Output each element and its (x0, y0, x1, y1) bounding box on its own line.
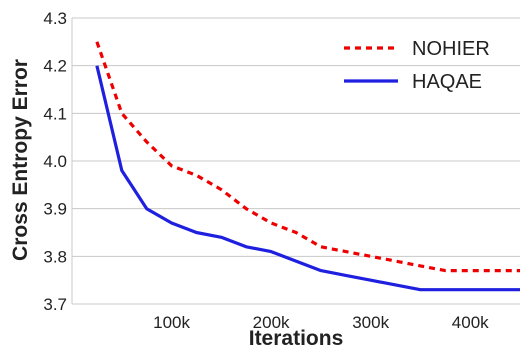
y-tick-label: 3.8 (43, 247, 67, 266)
y-axis-label: Cross Entropy Error (9, 59, 32, 261)
axes: 3.7 3.8 3.9 4.0 4.1 4.2 4.3 100k 200k 300k 400k (43, 9, 489, 332)
legend-label-haqae: HAQAE (412, 71, 482, 93)
y-tick-label: 4.0 (43, 152, 67, 171)
y-tick-label: 3.7 (43, 295, 67, 314)
x-tick-label: 400k (452, 313, 489, 332)
x-tick-label: 100k (153, 313, 190, 332)
series-lines (95, 41, 520, 292)
y-tick-label: 4.3 (43, 9, 67, 28)
y-tick-label: 4.1 (43, 104, 67, 123)
legend-label-nohier: NOHIER (412, 38, 490, 60)
series-line-haqae (95, 65, 520, 292)
legend: NOHIER HAQAE (344, 38, 490, 93)
x-tick-label: 300k (352, 313, 389, 332)
y-tick-label: 4.2 (43, 57, 67, 76)
y-tick-label: 3.9 (43, 200, 67, 219)
x-axis-label: Iterations (249, 327, 344, 350)
x-tick-label: 200k (253, 313, 290, 332)
